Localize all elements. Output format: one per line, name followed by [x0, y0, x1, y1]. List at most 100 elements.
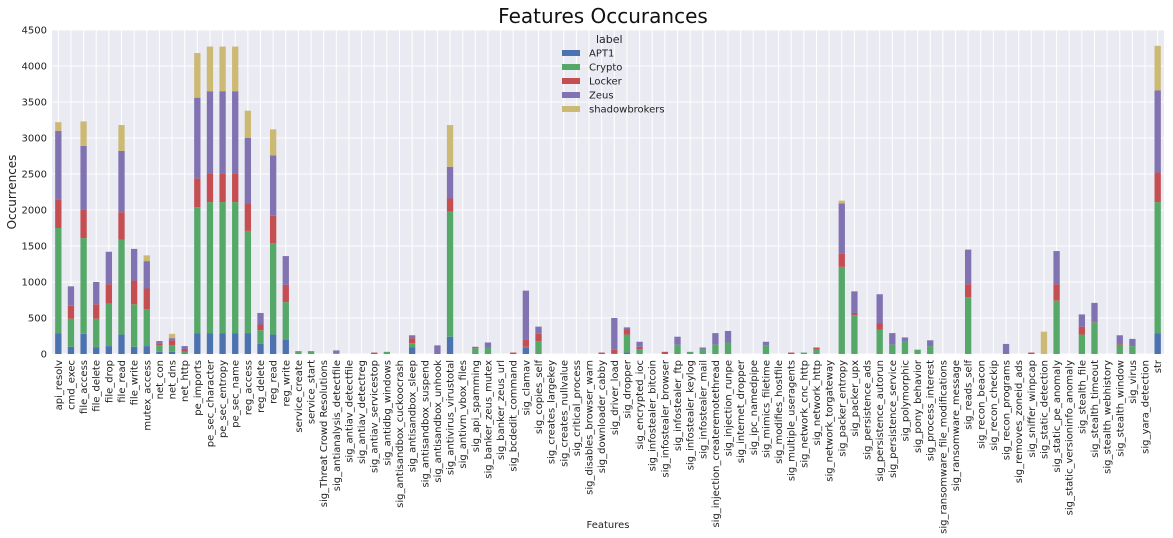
bar-segment-locker — [408, 338, 416, 344]
bar-segment-shadowbrokers — [118, 125, 125, 151]
legend-label: Crypto — [589, 63, 622, 74]
bar-segment-crypto — [876, 329, 883, 354]
bar-segment-crypto — [1078, 334, 1086, 354]
bar-segment-crypto — [800, 352, 808, 354]
bar-segment-zeus — [724, 330, 732, 343]
x-tick-label: sig_removes_zoneid_ads — [1014, 360, 1025, 483]
bar-segment-crypto — [80, 238, 87, 334]
bar-segment-apt1 — [67, 346, 75, 354]
y-tick-label: 500 — [28, 314, 47, 325]
x-tick-label: sig_network_cnc_http — [799, 360, 810, 468]
bar-segment-crypto — [724, 342, 732, 354]
x-tick-label: net_dns — [168, 360, 179, 399]
y-tick-label: 4500 — [22, 26, 47, 37]
bar-segment-apt1 — [257, 343, 264, 354]
x-tick-label: sig_persistence_service — [888, 360, 899, 478]
bar-segment-apt1 — [1154, 333, 1161, 354]
x-tick-label: sig_mimics_filetime — [761, 360, 772, 458]
bar-segment-zeus — [333, 350, 340, 354]
bar-segment-locker — [1116, 343, 1123, 345]
bar-segment-zeus — [889, 333, 896, 345]
bar-segment-zeus — [67, 286, 75, 306]
x-tick-label: reg_write — [281, 360, 292, 407]
bar-segment-crypto — [219, 202, 226, 334]
bar-segment-apt1 — [93, 347, 100, 354]
bar-segment-zeus — [206, 91, 214, 174]
x-tick-label: sig_polymorphic — [900, 360, 911, 441]
bar-segment-apt1 — [194, 333, 201, 354]
bar-segment-locker — [181, 348, 188, 352]
bar-segment-apt1 — [232, 333, 239, 354]
bar-segment-apt1 — [269, 334, 277, 354]
bar-segment-zeus — [168, 338, 176, 341]
bar-segment-crypto — [257, 330, 264, 344]
bar-segment-crypto — [914, 349, 921, 354]
y-tick-label: 2500 — [22, 170, 47, 181]
bar-segment-zeus — [636, 341, 643, 347]
bar-segment-apt1 — [219, 333, 226, 354]
x-tick-label: sig_persistence_ads — [863, 360, 874, 460]
bar-segment-crypto — [181, 351, 188, 354]
x-tick-label: sig_antivm_vbox_files — [458, 360, 469, 469]
bar-segment-zeus — [762, 341, 770, 346]
x-tick-label: sig_antianalysis_detectfile — [332, 360, 343, 491]
bar-segment-crypto — [1116, 344, 1123, 354]
x-tick-label: pe_sec_character — [205, 359, 216, 447]
bar-segment-locker — [788, 352, 795, 354]
bar-segment-apt1 — [118, 334, 125, 354]
bar-segment-crypto — [168, 345, 176, 352]
bar-segment-locker — [55, 199, 62, 228]
bar-segment-zeus — [1116, 335, 1123, 344]
legend-label: APT1 — [589, 49, 614, 60]
bar-segment-crypto — [927, 346, 934, 354]
x-tick-label: sig_stealth_file — [1077, 360, 1088, 434]
x-tick-label: sig_network_torgateway — [825, 360, 836, 482]
bar-segment-crypto — [1154, 202, 1161, 334]
x-tick-label: sig_static_versioninfo_anomaly — [1065, 360, 1076, 515]
x-tick-label: sig_clamav — [521, 360, 532, 416]
bar-segment-locker — [1028, 352, 1035, 354]
x-tick-label: sig_driver_load — [610, 360, 621, 435]
bar-segment-zeus — [55, 130, 62, 200]
x-tick-label: sig_modifies_hostfile — [774, 360, 785, 464]
x-tick-label: sig_stealth_timeout — [1090, 360, 1101, 458]
legend-title: label — [596, 33, 623, 46]
bar-segment-zeus — [105, 251, 113, 285]
legend-swatch — [562, 50, 580, 56]
x-tick-label: reg_access — [243, 360, 254, 415]
x-tick-labels: api_resolv cmd_exec file_access file_delete… — [54, 359, 1164, 534]
x-tick-label: sig_infostealer_bitcoin — [648, 360, 659, 471]
bar-segment-crypto — [699, 349, 706, 354]
bar-segment-zeus — [699, 347, 706, 350]
bar-segment-zeus — [1129, 338, 1136, 347]
bars-group — [55, 45, 1161, 354]
bar-segment-zeus — [181, 346, 188, 349]
x-tick-label: sig_recon_beacon — [976, 360, 987, 449]
bar-segment-locker — [269, 215, 277, 244]
bar-segment-locker — [535, 333, 542, 342]
x-tick-label: sig_static_pe_anomaly — [1052, 360, 1063, 473]
bar-segment-apt1 — [80, 333, 87, 354]
bar-segment-crypto — [636, 348, 643, 354]
bar-segment-crypto — [1129, 346, 1136, 354]
x-tick-label: reg_delete — [256, 360, 267, 413]
x-tick-label: sig_copies_self — [534, 360, 545, 435]
bar-segment-zeus — [130, 248, 138, 281]
bar-segment-zeus — [232, 91, 239, 174]
x-tick-label: sig_encrypted_ioc — [635, 360, 646, 450]
bar-segment-crypto — [1053, 300, 1060, 354]
bar-segment-apt1 — [130, 346, 138, 354]
bar-segment-zeus — [156, 341, 163, 344]
x-tick-label: cmd_exec — [66, 360, 77, 410]
bar-segment-crypto — [244, 230, 252, 334]
bar-segment-locker — [446, 198, 454, 212]
bar-segment-apt1 — [55, 333, 62, 354]
bar-segment-shadowbrokers — [80, 121, 87, 146]
x-tick-label: sig_antiav_servicestop — [370, 360, 381, 473]
bar-segment-shadowbrokers — [219, 46, 226, 92]
bar-segment-crypto — [813, 349, 820, 354]
y-tick-label: 3000 — [22, 134, 47, 145]
bar-segment-crypto — [383, 351, 391, 354]
x-tick-label: sig_persistence_autorun — [875, 360, 886, 482]
bar-segment-locker — [130, 280, 138, 305]
